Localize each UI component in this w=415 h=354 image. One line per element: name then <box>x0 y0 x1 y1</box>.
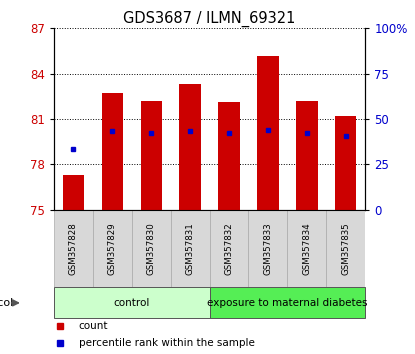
Text: GSM357828: GSM357828 <box>69 222 78 275</box>
Text: control: control <box>114 298 150 308</box>
Text: GSM357833: GSM357833 <box>264 222 272 275</box>
Bar <box>132 210 171 287</box>
Bar <box>210 210 249 287</box>
Bar <box>54 287 210 319</box>
Text: GSM357832: GSM357832 <box>225 222 234 275</box>
Bar <box>210 287 365 319</box>
Bar <box>257 56 278 210</box>
Bar <box>54 210 93 287</box>
Bar <box>249 210 287 287</box>
Text: GSM357829: GSM357829 <box>108 222 117 275</box>
Text: percentile rank within the sample: percentile rank within the sample <box>79 338 255 348</box>
Text: protocol: protocol <box>0 298 14 308</box>
Text: GSM357830: GSM357830 <box>147 222 156 275</box>
Bar <box>102 93 123 210</box>
Text: GSM357834: GSM357834 <box>303 222 311 275</box>
Text: exposure to maternal diabetes: exposure to maternal diabetes <box>207 298 368 308</box>
Text: GSM357835: GSM357835 <box>341 222 350 275</box>
Bar <box>335 116 356 210</box>
Title: GDS3687 / ILMN_69321: GDS3687 / ILMN_69321 <box>123 11 296 27</box>
Text: GSM357831: GSM357831 <box>186 222 195 275</box>
Bar <box>296 101 317 210</box>
Bar <box>287 210 326 287</box>
Bar <box>171 210 210 287</box>
Bar <box>326 210 365 287</box>
Bar <box>63 175 84 210</box>
Bar <box>218 102 240 210</box>
Bar <box>179 84 201 210</box>
Text: count: count <box>79 321 108 331</box>
Bar <box>141 101 162 210</box>
Bar <box>93 210 132 287</box>
